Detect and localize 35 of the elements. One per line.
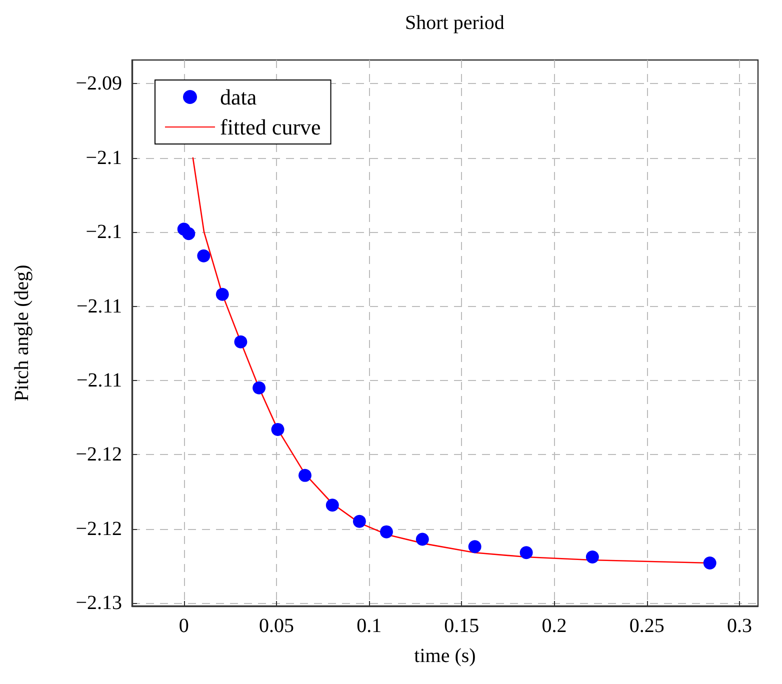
point [216, 288, 229, 301]
y-tick-label: −2.12 [76, 444, 122, 466]
chart-title: Short period [405, 12, 504, 34]
point [326, 498, 339, 512]
point [703, 556, 716, 570]
x-tick-label: 0.1 [356, 615, 382, 637]
y-axis-title: Pitch angle (deg) [11, 264, 33, 402]
x-tick-label: 0.05 [258, 615, 294, 637]
point [468, 540, 482, 554]
point [352, 514, 366, 528]
y-tick-label: −2.09 [76, 72, 122, 95]
x-tick-label: 0.3 [726, 615, 752, 637]
point [252, 381, 266, 394]
x-tick-label: 0.2 [542, 615, 567, 637]
point [520, 546, 533, 560]
point [586, 550, 599, 564]
point [197, 249, 210, 262]
point [416, 532, 429, 546]
point [271, 422, 284, 436]
y-tick-label: −2.13 [76, 592, 122, 614]
x-axis-title: time (s) [414, 645, 476, 667]
point [380, 525, 393, 538]
x-tick-label: 0.25 [629, 615, 664, 637]
legend-label: data [220, 84, 257, 110]
legend-label: fitted curve [220, 114, 321, 140]
point [182, 227, 196, 240]
y-tick-label: −2.1 [86, 221, 122, 244]
y-tick-label: −2.1 [86, 146, 122, 169]
x-tick-label: 0.15 [444, 615, 480, 637]
point [234, 335, 248, 348]
point [298, 468, 312, 482]
y-tick-label: −2.12 [76, 518, 122, 540]
x-tick-label: 0 [178, 615, 189, 637]
y-tick-label: −2.11 [76, 369, 122, 392]
y-tick-label: −2.11 [76, 295, 122, 318]
